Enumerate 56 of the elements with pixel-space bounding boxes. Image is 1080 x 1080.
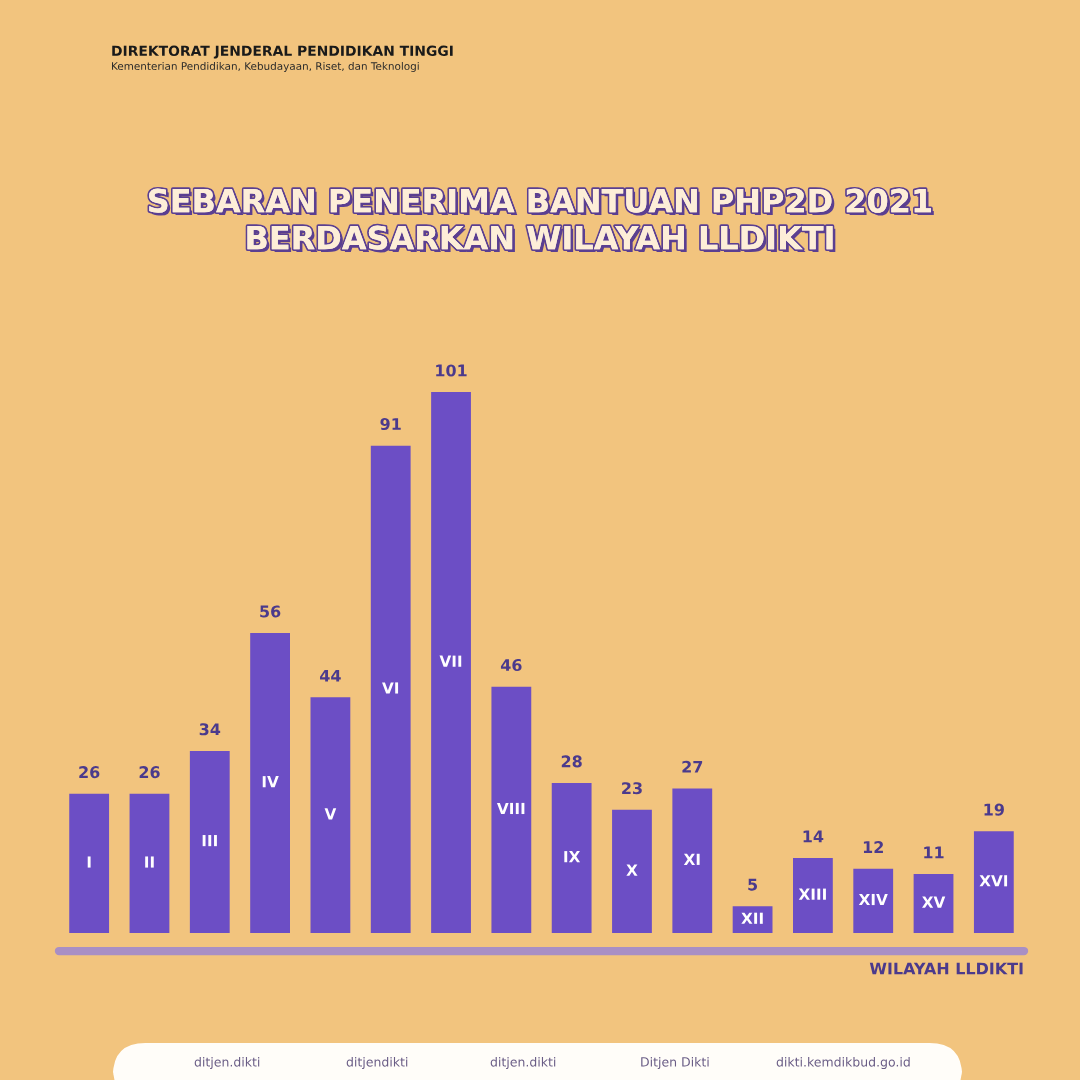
data-label: 56 bbox=[260, 605, 281, 618]
data-label: 34 bbox=[199, 723, 221, 736]
chart-title: SEBARAN PENERIMA BANTUAN PHP2D 2021 BERDASARKAN WILAYAH LLDIKTI bbox=[149, 188, 934, 253]
x-tick-label: XV bbox=[922, 896, 946, 908]
bar bbox=[310, 697, 351, 933]
bar bbox=[431, 392, 471, 933]
x-tick-label: VIII bbox=[496, 802, 525, 815]
bar bbox=[551, 783, 592, 933]
x-tick-label: VII bbox=[439, 655, 462, 667]
bar bbox=[189, 750, 230, 933]
data-label: 12 bbox=[863, 841, 883, 853]
bar bbox=[672, 788, 713, 933]
data-label: 5 bbox=[748, 878, 758, 891]
bar bbox=[69, 793, 110, 933]
x-tick-label: XIV bbox=[858, 893, 888, 906]
bar bbox=[793, 858, 833, 933]
bar bbox=[612, 809, 652, 933]
data-label: 11 bbox=[924, 846, 944, 859]
x-tick-label: XVI bbox=[979, 875, 1008, 887]
text: ditjendikti bbox=[346, 1056, 408, 1070]
x-tick-label: XIII bbox=[798, 888, 826, 900]
x-tick-label: I bbox=[87, 856, 91, 868]
x-tick-label: XI bbox=[683, 853, 700, 865]
bar bbox=[973, 831, 1014, 933]
x-tick-label: X bbox=[626, 864, 638, 876]
data-label: 26 bbox=[139, 766, 160, 779]
data-label: 28 bbox=[561, 755, 582, 768]
bar bbox=[250, 633, 290, 933]
bar bbox=[370, 445, 411, 933]
x-tick-label: V bbox=[324, 808, 337, 820]
data-label: 91 bbox=[380, 417, 401, 431]
x-tick-label: IX bbox=[564, 851, 581, 863]
data-label: 26 bbox=[79, 766, 100, 779]
text: Ditjen Dikti bbox=[641, 1056, 709, 1070]
x-tick-label: XII bbox=[741, 912, 763, 924]
x-tick-label: II bbox=[145, 856, 154, 868]
x-axis-title: WILAYAH LLDIKTI bbox=[869, 962, 1023, 975]
x-tick-label: IV bbox=[262, 776, 279, 788]
text: Kementerian Pendidikan, Kebudayaan, Riset, dan Teknologi bbox=[112, 61, 419, 73]
bar bbox=[129, 793, 170, 933]
data-label: 23 bbox=[622, 782, 642, 795]
bar bbox=[853, 868, 894, 933]
data-label: 19 bbox=[984, 803, 1004, 816]
data-label: 46 bbox=[500, 658, 522, 672]
x-tick-label: VI bbox=[382, 682, 399, 694]
data-label: 101 bbox=[436, 364, 467, 377]
bar bbox=[491, 686, 532, 933]
data-label: 44 bbox=[320, 669, 341, 682]
data-label: 27 bbox=[682, 760, 703, 773]
text: dikti.kemdikbud.go.id bbox=[776, 1056, 910, 1070]
data-label: 14 bbox=[803, 830, 824, 843]
text: DIREKTORAT JENDERAL PENDIDIKAN TINGGI bbox=[112, 45, 453, 59]
bar bbox=[913, 874, 954, 933]
text: ditjen.dikti bbox=[194, 1056, 260, 1070]
x-tick-label: III bbox=[202, 835, 217, 847]
text: ditjen.dikti bbox=[490, 1056, 556, 1070]
